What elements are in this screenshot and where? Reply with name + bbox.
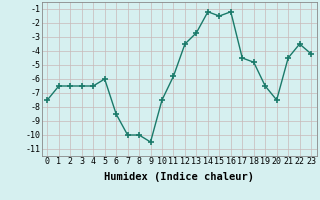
X-axis label: Humidex (Indice chaleur): Humidex (Indice chaleur) xyxy=(104,172,254,182)
